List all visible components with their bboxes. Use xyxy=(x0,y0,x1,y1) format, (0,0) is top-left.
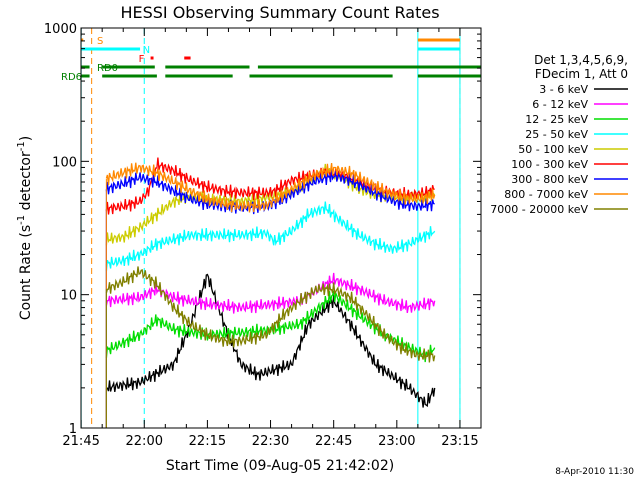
y-axis-label-part3: ) xyxy=(18,136,34,141)
status-bar-label: F xyxy=(139,54,145,65)
legend-label: 300 - 800 keV xyxy=(511,173,588,186)
legend-label: 7000 - 20000 keV xyxy=(490,203,588,216)
series-line xyxy=(106,273,436,408)
y-axis-label-part1: Count Rate (s xyxy=(18,225,34,320)
y-tick-label: 1 xyxy=(69,422,77,437)
legend-header-line1: Det 1,3,4,5,6,9, xyxy=(534,53,628,67)
y-axis-label-part2: detector xyxy=(18,151,34,215)
legend-label: 3 - 6 keV xyxy=(539,83,588,96)
legend: Det 1,3,4,5,6,9, FDecim 1, Att 0 3 - 6 k… xyxy=(490,53,628,216)
series-line xyxy=(105,272,436,314)
series-line xyxy=(105,290,436,363)
chart-title: HESSI Observing Summary Count Rates xyxy=(120,3,439,22)
series-line xyxy=(105,162,436,213)
axis-ticks: 21:45 22:00 22:15 22:30 22:45 23:00 23:15 1 10 10… xyxy=(44,22,482,449)
y-axis-label-sup2: -1 xyxy=(16,141,27,151)
x-tick-label: 22:30 xyxy=(252,434,289,449)
status-bar-label: RD6 xyxy=(61,72,82,83)
status-bar-label: S xyxy=(97,36,103,47)
series-line xyxy=(105,157,435,215)
x-tick-label: 22:00 xyxy=(126,434,163,449)
legend-label: 12 - 25 keV xyxy=(525,113,588,126)
legend-header-line2: FDecim 1, Att 0 xyxy=(535,67,628,81)
series-line xyxy=(105,201,436,272)
x-tick-label: 23:15 xyxy=(441,434,478,449)
y-tick-label: 1000 xyxy=(44,22,77,37)
x-tick-label: 22:15 xyxy=(189,434,226,449)
y-axis-label-sup1: -1 xyxy=(16,215,27,225)
x-tick-label: 21:45 xyxy=(62,434,99,449)
legend-label: 100 - 300 keV xyxy=(511,158,588,171)
x-tick-label: 22:45 xyxy=(315,434,352,449)
date-stamp: 8-Apr-2010 11:30 xyxy=(555,467,634,477)
plot-area: S NF RD0 RD6 xyxy=(61,28,481,428)
x-axis-label: Start Time (09-Aug-05 21:42:02) xyxy=(166,458,394,474)
y-tick-label: 100 xyxy=(52,155,77,170)
y-axis-label: Count Rate (s-1 detector-1) xyxy=(16,136,34,320)
legend-label: 800 - 7000 keV xyxy=(504,188,588,201)
y-tick-label: 10 xyxy=(60,289,77,304)
x-tick-label: 23:00 xyxy=(378,434,415,449)
status-bar-label: RD0 xyxy=(97,63,118,74)
series-line xyxy=(105,266,436,363)
status-bar-label: N xyxy=(143,45,150,56)
legend-label: 25 - 50 keV xyxy=(525,128,588,141)
legend-label: 50 - 100 keV xyxy=(518,143,588,156)
series-line xyxy=(105,169,435,215)
plot-frame xyxy=(80,27,482,429)
legend-label: 6 - 12 keV xyxy=(532,98,588,111)
